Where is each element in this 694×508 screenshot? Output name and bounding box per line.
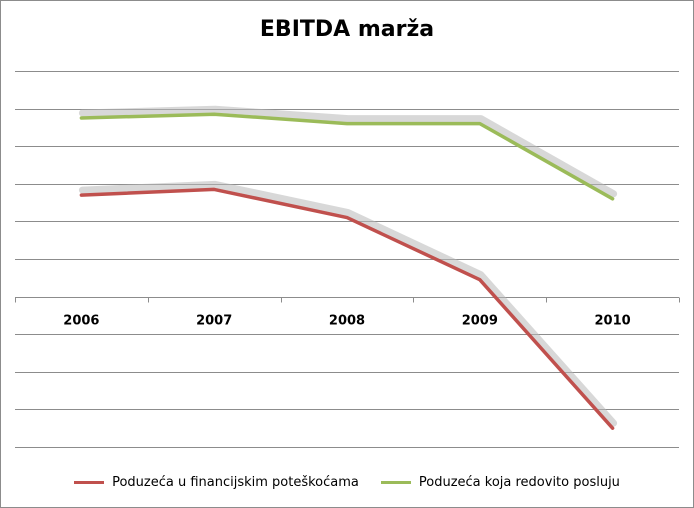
legend-item-distressed: Poduzeća u financijskim poteškoćama [74,475,359,490]
x-tick-label: 2010 [595,314,631,329]
chart-title: EBITDA marža [259,17,435,42]
legend-swatch-distressed [74,480,105,484]
series-line-regular [79,112,615,201]
x-tick-label: 2007 [196,314,232,329]
x-tick-label: 2008 [329,314,365,329]
legend: Poduzeća u financijskim poteškoćama Podu… [1,471,693,493]
legend-swatch-regular [380,480,411,484]
x-tick-label: 2006 [63,314,99,329]
legend-item-regular: Poduzeća koja redovito posluju [380,474,620,490]
series-line-distressed [79,187,615,430]
plot-area: 2006 2007 2008 2009 2010 [15,71,680,448]
series-line-shadow [78,180,618,427]
legend-label-distressed: Poduzeća u financijskim poteškoćama [112,474,359,490]
x-tick-label: 2009 [462,314,498,329]
legend-label-regular: Poduzeća koja redovito posluju [418,474,620,490]
series-line-shadow [78,105,618,198]
